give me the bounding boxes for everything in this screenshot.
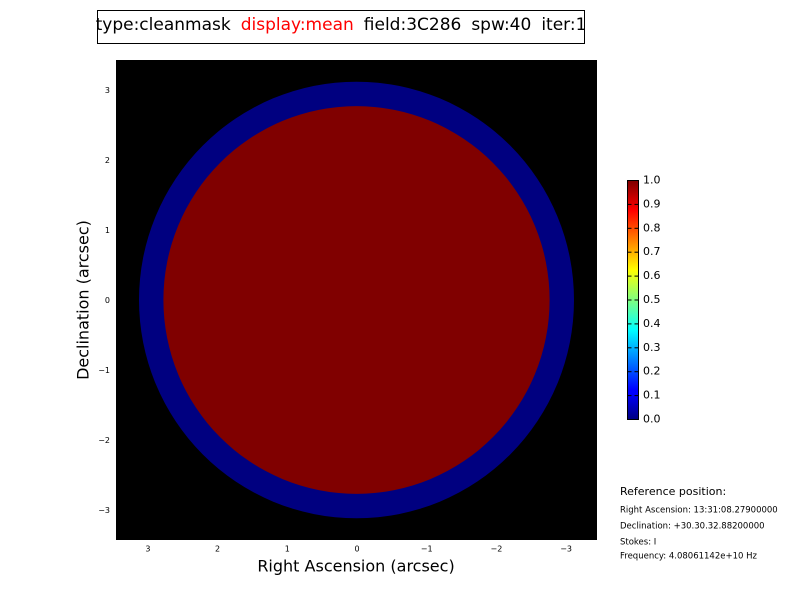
colorbar-tick-label: 0.0 (643, 413, 661, 426)
x-tick-label: 0 (354, 545, 359, 554)
plot-area (116, 60, 597, 540)
y-axis-label: Declination (arcsec) (74, 220, 93, 380)
colorbar-tick-label: 0.8 (643, 221, 661, 234)
title-part: type:cleanmask (96, 15, 231, 35)
y-tick-label: −3 (98, 506, 110, 515)
y-tick-label: 1 (105, 226, 110, 235)
colorbar-tick-label: 0.9 (643, 197, 661, 210)
annotation: Stokes: I (620, 538, 656, 548)
colorbar-tick-label: 0.6 (643, 269, 661, 282)
title-part: field:3C286 (364, 15, 462, 35)
x-tick-label: 2 (215, 545, 220, 554)
x-tick-label: 3 (145, 545, 150, 554)
x-axis-label: Right Ascension (arcsec) (257, 557, 454, 576)
title-part: iter:1 (541, 15, 586, 35)
y-tick-label: 2 (105, 156, 110, 165)
colorbar-tick-label: 0.4 (643, 317, 661, 330)
x-tick-label: −1 (421, 545, 433, 554)
y-tick-label: −2 (98, 436, 110, 445)
title-part: display:mean (241, 15, 354, 35)
mask-region (163, 106, 550, 494)
annotation-heading: Reference position: (620, 485, 726, 498)
annotation: Frequency: 4.08061142e+10 Hz (620, 552, 757, 562)
chart-title: type:cleanmask display:mean field:3C286 spw… (96, 15, 587, 35)
colorbar-tick-label: 0.3 (643, 341, 661, 354)
colorbar-tick-label: 0.2 (643, 365, 661, 378)
y-tick-label: −1 (98, 366, 110, 375)
x-tick-label: −2 (491, 545, 503, 554)
title-box (97, 10, 585, 44)
x-tick-label: 1 (285, 545, 290, 554)
annotation: Right Ascension: 13:31:08.27900000 (620, 506, 778, 516)
colorbar-tick-label: 1.0 (643, 174, 661, 187)
x-tick-label: −3 (560, 545, 572, 554)
y-tick-label: 0 (105, 296, 110, 305)
title-part: spw:40 (471, 15, 531, 35)
colorbar-tick-label: 0.1 (643, 389, 661, 402)
y-tick-label: 3 (105, 86, 110, 95)
colorbar-tick-label: 0.5 (643, 293, 661, 306)
annotation: Declination: +30.30.32.88200000 (620, 522, 765, 532)
colorbar-tick-label: 0.7 (643, 245, 661, 258)
